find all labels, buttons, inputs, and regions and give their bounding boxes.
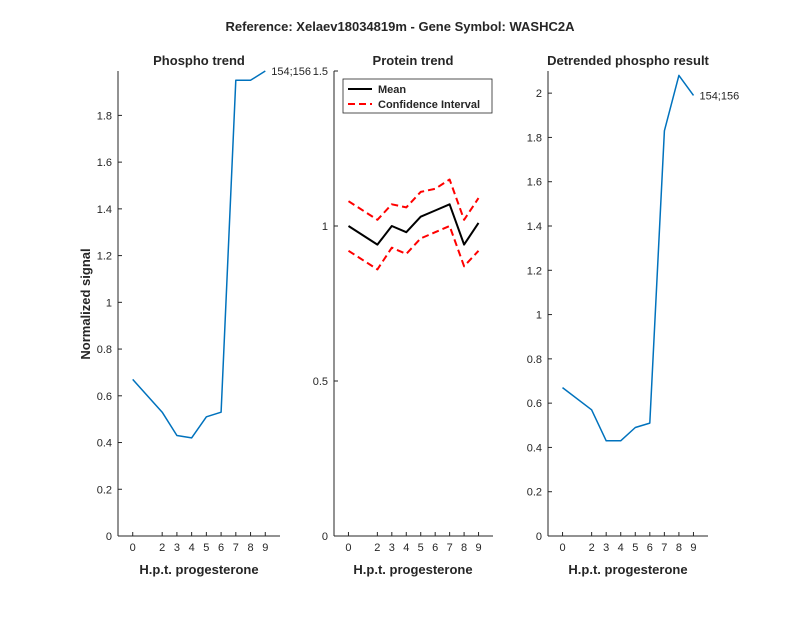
protein-trend-xlabel: H.p.t. progesterone (353, 562, 472, 577)
phospho-trend-panel: Phospho trend H.p.t. progesterone Normal… (78, 53, 311, 577)
protein-trend-y-tick-label: 1.5 (313, 66, 328, 78)
protein-trend-x-tick-label: 3 (389, 542, 395, 554)
detrended-phospho-annotation: 154;156 (699, 90, 739, 102)
detrended-phospho-x-tick-label: 0 (559, 542, 565, 554)
protein-trend-x-tick-label: 0 (345, 542, 351, 554)
detrended-phospho-y-tick-label: 0.2 (527, 487, 542, 499)
protein-trend-x-tick-label: 6 (432, 542, 438, 554)
detrended-phospho-y-tick-label: 0.8 (527, 354, 542, 366)
detrended-phospho-xlabel: H.p.t. progesterone (568, 562, 687, 577)
phospho-trend-y-tick-label: 0.8 (97, 344, 112, 356)
protein-trend-legend-label: Mean (378, 84, 406, 96)
phospho-trend-y-tick-label: 1.6 (97, 157, 112, 169)
phospho-trend-y-tick-label: 0.6 (97, 391, 112, 403)
detrended-phospho-y-tick-label: 2 (536, 88, 542, 100)
protein-trend-legend-box (342, 78, 493, 114)
detrended-phospho-panel: Detrended phospho result H.p.t. progeste… (527, 53, 740, 577)
detrended-phospho-y-tick-label: 0.6 (527, 398, 542, 410)
protein-trend-x-tick-label: 5 (418, 542, 424, 554)
protein-trend-legend-label: Confidence Interval (378, 99, 480, 111)
protein-trend-ci-upper-line (347, 178, 480, 221)
detrended-phospho-y-tick-label: 1.6 (527, 177, 542, 189)
protein-trend-title: Protein trend (373, 53, 454, 68)
phospho-trend-x-tick-label: 0 (130, 542, 136, 554)
phospho-trend-x-tick-label: 5 (203, 542, 209, 554)
phospho-trend-x-tick-label: 6 (218, 542, 224, 554)
phospho-trend-x-tick-label: 2 (159, 542, 165, 554)
detrended-phospho-x-tick-label: 4 (618, 542, 624, 554)
figure-suptitle: Reference: Xelaev18034819m - Gene Symbol… (226, 19, 576, 34)
detrended-phospho-x-tick-label: 2 (589, 542, 595, 554)
phospho-trend-y-tick-label: 1 (106, 297, 112, 309)
protein-trend-y-tick-label: 0 (322, 531, 328, 543)
detrended-phospho-x-tick-label: 5 (632, 542, 638, 554)
phospho-trend-x-tick-label: 4 (189, 542, 195, 554)
protein-trend-y-tick-label: 1 (322, 221, 328, 233)
detrended-phospho-x-tick-label: 6 (647, 542, 653, 554)
protein-trend-ci-lower-line (347, 225, 480, 271)
detrended-phospho-x-tick-label: 9 (690, 542, 696, 554)
detrended-phospho-y-tick-label: 1 (536, 310, 542, 322)
phospho-trend-y-tick-label: 0.4 (97, 438, 112, 450)
phospho-trend-y-tick-label: 1.8 (97, 110, 112, 122)
protein-trend-x-tick-label: 4 (403, 542, 409, 554)
detrended-phospho-y-tick-label: 1.8 (527, 132, 542, 144)
protein-trend-x-tick-label: 8 (461, 542, 467, 554)
protein-trend-x-tick-label: 2 (374, 542, 380, 554)
phospho-trend-y-tick-label: 1.2 (97, 251, 112, 263)
detrended-phospho-x-tick-label: 3 (603, 542, 609, 554)
phospho-trend-title: Phospho trend (153, 53, 245, 68)
phospho-trend-y-tick-label: 1.4 (97, 204, 112, 216)
phospho-trend-y-tick-label: 0.2 (97, 484, 112, 496)
detrended-phospho-title: Detrended phospho result (547, 53, 709, 68)
phospho-trend-x-tick-label: 7 (233, 542, 239, 554)
detrended-phospho-y-tick-label: 0 (536, 531, 542, 543)
detrended-phospho-y-tick-label: 0.4 (527, 442, 542, 454)
detrended-phospho-line (562, 74, 695, 442)
phospho-trend-annotation: 154;156 (271, 66, 311, 78)
detrended-phospho-y-tick-label: 1.2 (527, 265, 542, 277)
phospho-trend-x-tick-label: 3 (174, 542, 180, 554)
phospho-trend-line (132, 70, 266, 439)
protein-trend-y-tick-label: 0.5 (313, 376, 328, 388)
protein-trend-x-tick-label: 9 (475, 542, 481, 554)
detrended-phospho-y-tick-label: 1.4 (527, 221, 542, 233)
detrended-phospho-x-tick-label: 8 (676, 542, 682, 554)
detrended-phospho-x-tick-label: 7 (661, 542, 667, 554)
phospho-trend-y-tick-label: 0 (106, 531, 112, 543)
protein-trend-x-tick-label: 7 (447, 542, 453, 554)
phospho-trend-xlabel: H.p.t. progesterone (139, 562, 258, 577)
protein-trend-mean-line (347, 203, 480, 246)
phospho-trend-x-tick-label: 9 (262, 542, 268, 554)
phospho-trend-ylabel: Normalized signal (78, 248, 93, 359)
phospho-trend-x-tick-label: 8 (247, 542, 253, 554)
